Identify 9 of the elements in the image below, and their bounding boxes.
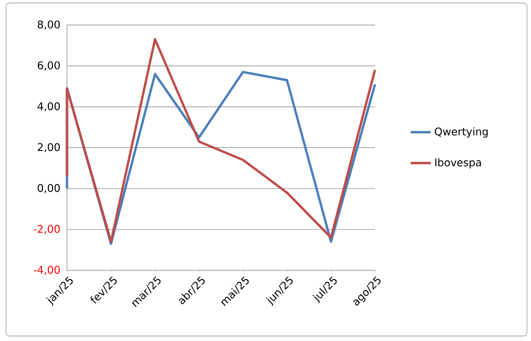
legend-label: Ibovespa [435,158,481,168]
y-tick-label: 4,00 [38,102,60,112]
y-tick-label: -4,00 [34,266,60,275]
y-tick-label: 2,00 [38,143,60,152]
y-tick-label: 8,00 [38,20,60,30]
legend-label: Qwertying [434,127,488,138]
y-tick-label: -2,00 [34,224,60,234]
y-tick-label: 6,00 [38,61,60,70]
y-tick-label: 0,00 [38,184,60,194]
